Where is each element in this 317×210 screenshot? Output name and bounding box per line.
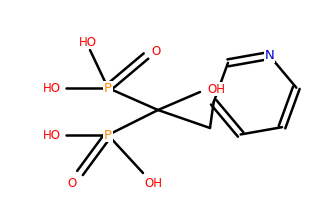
Text: P: P	[104, 129, 112, 142]
Text: N: N	[264, 49, 274, 62]
Text: P: P	[104, 81, 112, 94]
Text: OH: OH	[144, 176, 162, 189]
Text: OH: OH	[207, 83, 225, 96]
Text: O: O	[152, 45, 161, 58]
Text: HO: HO	[43, 81, 61, 94]
Text: O: O	[68, 176, 77, 189]
Text: HO: HO	[43, 129, 61, 142]
Text: HO: HO	[79, 35, 97, 49]
